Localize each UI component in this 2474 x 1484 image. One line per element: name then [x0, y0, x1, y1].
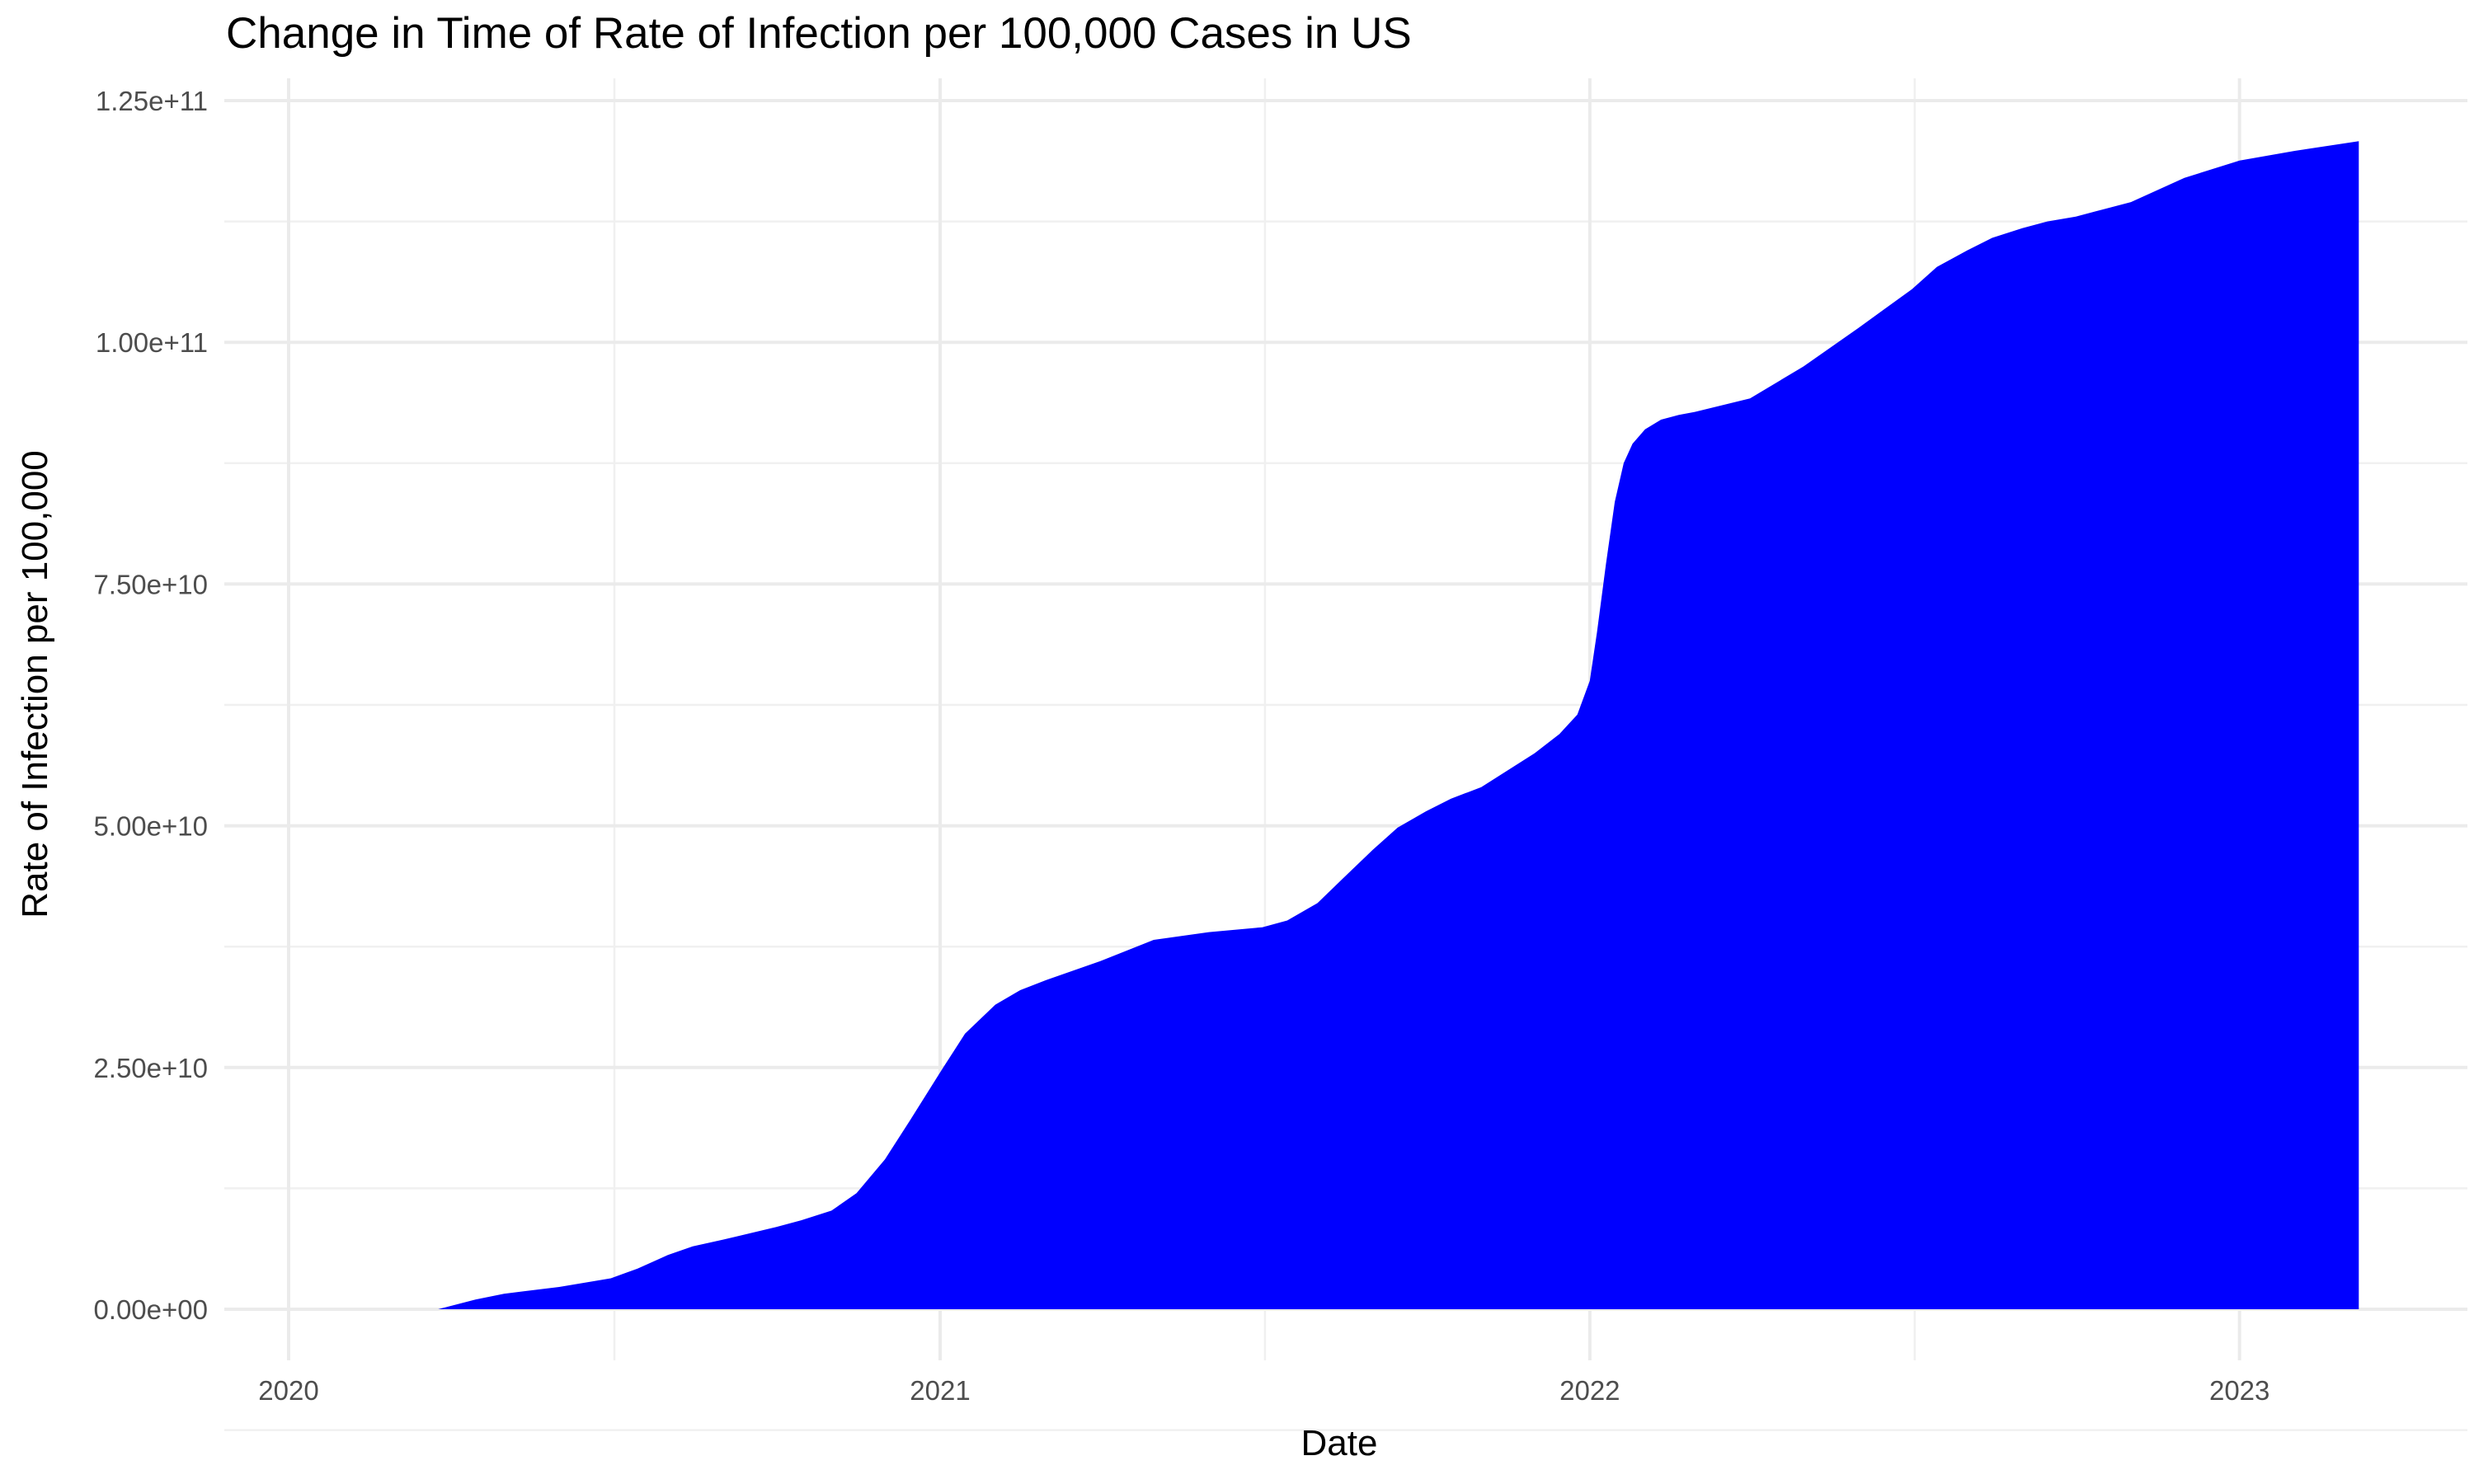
y-tick-label: 1.00e+11: [96, 327, 208, 358]
y-tick-label: 5.00e+10: [93, 811, 208, 842]
x-tick-labels: 2020 2021 2022 2023: [258, 1375, 2269, 1406]
chart-title: Change in Time of Rate of Infection per …: [226, 9, 1412, 58]
y-axis-title: Rate of Infection per 100,000: [15, 450, 55, 918]
x-axis-title: Date: [1301, 1423, 1378, 1463]
y-tick-label: 0.00e+00: [93, 1294, 208, 1325]
x-tick-label: 2022: [1559, 1375, 1620, 1406]
y-tick-label: 1.25e+11: [96, 86, 208, 116]
x-tick-label: 2023: [2209, 1375, 2269, 1406]
x-tick-label: 2020: [258, 1375, 318, 1406]
x-tick-label: 2021: [910, 1375, 970, 1406]
y-tick-labels: 0.00e+00 2.50e+10 5.00e+10 7.50e+10 1.00e+11…: [93, 86, 208, 1325]
y-tick-label: 2.50e+10: [93, 1053, 208, 1083]
y-tick-label: 7.50e+10: [93, 569, 208, 599]
area-fill: [326, 141, 2359, 1309]
